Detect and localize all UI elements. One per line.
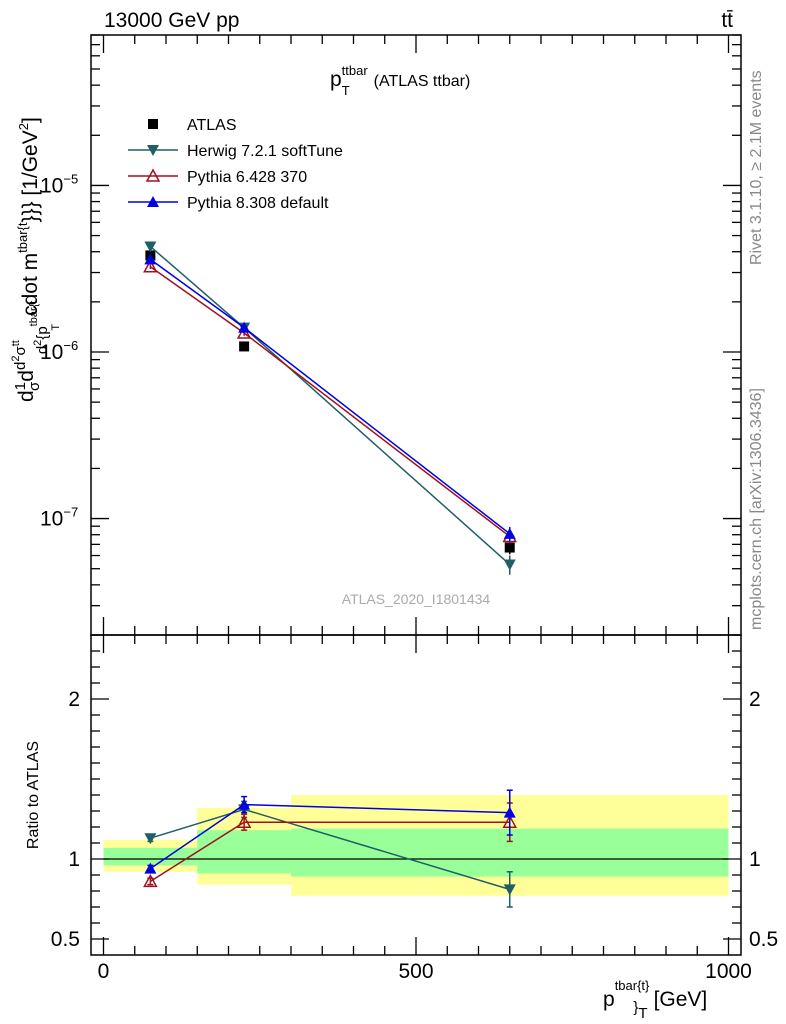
x-axis-label-sub: } <box>633 999 638 1016</box>
mcplots-source-label: mcplots.cern.ch [arXiv:1306.3436] <box>748 388 765 630</box>
point-pythia8 <box>503 527 516 539</box>
y-tick-label: 10−5 <box>40 171 78 197</box>
x-tick-label: 1000 <box>705 960 752 983</box>
ratio-point-pythia8 <box>144 862 157 874</box>
ratio-axis-ticks: 0.5 0.5 1 1 2 2 0 500 1000 <box>51 635 778 983</box>
ylabel-part: 1 <box>12 382 29 390</box>
ratio-point-pythia6 <box>143 873 158 888</box>
point-pythia8 <box>238 321 251 333</box>
point-herwig <box>144 241 157 253</box>
ratio-point-pythia6 <box>236 814 252 828</box>
ratio-y-tick-label: 2 <box>68 688 80 711</box>
y-tick-label-exp: −6 <box>63 338 78 353</box>
ylabel-part: d <box>34 346 51 354</box>
ylabel-part: 2 <box>10 356 22 362</box>
x-tick-label: 0 <box>98 960 110 983</box>
plot-title-main: p <box>330 68 342 91</box>
y-tick-label: 10−6 <box>40 338 78 364</box>
ratio-y-tick-label: 1 <box>68 848 80 871</box>
ylabel-part: d <box>15 390 38 402</box>
plot-title: pTttbar (ATLAS ttbar) <box>330 63 470 98</box>
ylabel-part: 2 <box>32 340 44 346</box>
ylabel-part: ] <box>19 117 42 123</box>
rivet-version-label: Rivet 3.1.10, ≥ 2.1M events <box>748 70 765 265</box>
x-axis-label: ptbar{t}}T [GeV] <box>603 978 707 1022</box>
ratio-y-tick-label-right: 1 <box>749 848 761 871</box>
y-tick-label-base: 10 <box>40 341 63 364</box>
ylabel-part: d <box>15 370 38 382</box>
x-tick-label: 500 <box>398 960 433 983</box>
y-tick-label-exp: −7 <box>63 505 78 520</box>
ylabel-part: 2 <box>16 123 31 130</box>
x-axis-label-sup: tbar{t} <box>615 978 650 993</box>
ylabel-part: tt <box>10 340 22 346</box>
legend-label-atlas: ATLAS <box>187 117 237 134</box>
ylabel-part: T <box>50 324 62 331</box>
legend: ATLAS Herwig 7.2.1 softTune Pythia 6.428 3… <box>128 117 343 212</box>
plot-title-sup: ttbar <box>342 63 369 78</box>
ratio-panel: 0.5 0.5 1 1 2 2 0 500 1000 Ratio to ATLAS ptbar{… <box>25 634 778 1022</box>
ratio-band-inner <box>197 830 291 874</box>
ratio-y-axis-label: Ratio to ATLAS <box>25 741 42 849</box>
header-final-state-label: tt̄ <box>721 9 733 32</box>
y-tick-label: 10−7 <box>40 505 78 531</box>
point-herwig <box>503 559 516 571</box>
main-panel: 10−710−610−5 pTttbar(ATLAS ttbar) ATLASH… <box>10 34 742 636</box>
legend-marker-pythia8 <box>147 196 159 207</box>
legend-marker-herwig <box>147 145 159 156</box>
ylabel-part: σ <box>12 346 29 356</box>
ratio-point-pythia8 <box>503 806 516 818</box>
ratio-y-tick-label: 0.5 <box>51 928 80 951</box>
ylabel-part: tbar{t <box>28 301 40 327</box>
ratio-point-herwig <box>144 833 157 845</box>
legend-label-pythia8: Pythia 8.308 default <box>187 195 329 212</box>
header-process-label: 13000 GeV pp <box>104 9 239 32</box>
ratio-plot-area <box>143 789 518 908</box>
point-atlas <box>504 542 515 553</box>
series-line-pythia8 <box>149 258 511 535</box>
ylabel-part: d <box>12 362 29 370</box>
y-tick-label-base: 10 <box>40 174 63 197</box>
ratio-y-tick-label-right: 2 <box>749 688 761 711</box>
main-plot-area <box>143 241 518 575</box>
point-atlas <box>239 341 250 352</box>
series-line-pythia6 <box>149 266 511 538</box>
plot-title-sub: T <box>342 83 350 98</box>
ylabel-part: tbar{t <box>15 222 30 253</box>
main-axis-ticks: 10−710−610−5 <box>40 34 741 636</box>
legend-label-pythia6: Pythia 6.428 370 <box>187 169 307 186</box>
point-pythia6 <box>143 259 158 273</box>
point-pythia8 <box>144 253 157 265</box>
plot-title-rest: (ATLAS ttbar) <box>374 73 471 90</box>
ratio-point-herwig <box>503 884 516 896</box>
legend-label-herwig: Herwig 7.2.1 softTune <box>187 143 343 160</box>
x-axis-label-rest: [GeV] <box>654 988 708 1011</box>
main-y-axis-label: d1σdd2σttd2{ptbar{tTcdot mtbar{t}}} [1/G… <box>10 117 62 402</box>
analysis-watermark: ATLAS_2020_I1801434 <box>342 591 491 607</box>
ylabel-part: σ <box>26 381 43 391</box>
ratio-y-tick-label-right: 0.5 <box>749 928 778 951</box>
ylabel-part: }}} [1/GeV <box>19 130 42 222</box>
legend-marker-pythia6 <box>145 168 161 182</box>
x-axis-label-main: p <box>603 988 615 1011</box>
legend-marker-atlas <box>148 119 158 129</box>
y-tick-label-base: 10 <box>40 508 63 531</box>
ylabel-part: {p <box>34 326 51 339</box>
ylabel-part: cdot m <box>19 253 42 316</box>
ratio-point-pythia8 <box>238 798 251 810</box>
x-axis-label-sub2: T <box>638 1005 647 1022</box>
series-line-herwig <box>149 245 511 566</box>
y-tick-label-exp: −5 <box>63 171 78 186</box>
